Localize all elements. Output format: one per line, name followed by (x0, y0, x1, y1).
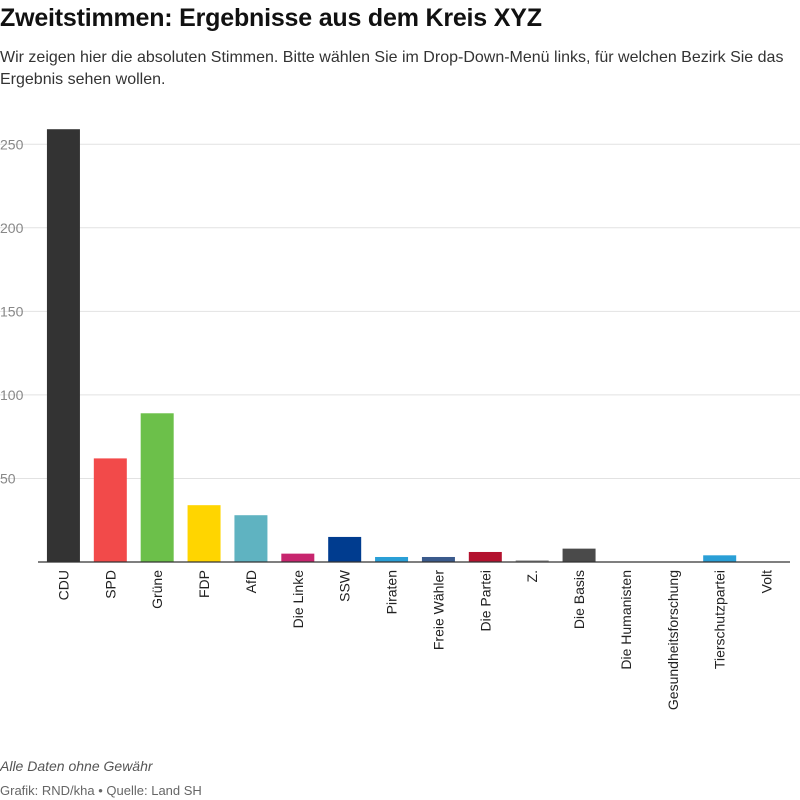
bar-ssw (328, 536, 362, 562)
x-category-label: Z. (524, 570, 540, 582)
chart-title: Zweitstimmen: Ergebnisse aus dem Kreis X… (0, 4, 542, 32)
x-category-label: Piraten (384, 570, 400, 614)
y-tick-label: 200 (0, 220, 24, 236)
bar-die-basis (562, 548, 596, 562)
x-category-label: SPD (102, 570, 118, 599)
bar-spd (93, 458, 127, 562)
bar-fdp (187, 505, 221, 562)
y-tick-label: 50 (0, 470, 16, 486)
x-category-label: AfD (243, 570, 259, 593)
bar-die-linke (281, 553, 315, 562)
chart-subtitle: Wir zeigen hier die absoluten Stimmen. B… (0, 49, 784, 88)
x-category-label: Freie Wähler (430, 570, 446, 650)
x-category-label: Volt (759, 570, 775, 593)
x-category-label: Gesundheitsforschung (665, 570, 681, 710)
bars (46, 129, 737, 562)
bar-afd (234, 515, 268, 562)
x-axis-labels: CDU SPD Grüne FDP AfD Die Linke SSW Piraten Frei… (55, 569, 774, 710)
disclaimer-note: Alle Daten ohne Gewähr (0, 758, 153, 774)
x-category-label: Tierschutzpartei (712, 570, 728, 669)
source-credits: Grafik: RND/kha • Quelle: Land SH (0, 783, 202, 798)
bar-tierschutzpartei (703, 555, 737, 562)
y-tick-label: 100 (0, 387, 24, 403)
x-category-label: FDP (196, 570, 212, 598)
x-category-label: SSW (337, 569, 353, 602)
bar-grüne (140, 413, 174, 562)
y-tick-label: 250 (0, 136, 24, 152)
x-category-label: Die Linke (290, 570, 306, 629)
gridlines (0, 143, 800, 479)
y-tick-label: 150 (0, 303, 24, 319)
y-axis-ticks: 50 100 150 200 250 (0, 136, 24, 486)
x-category-label: Die Humanisten (618, 570, 634, 670)
bar-chart: 50 100 150 200 250 CDU SPD Grüne FDP AfD Die Link… (0, 129, 800, 710)
bar-die-partei (468, 551, 502, 562)
bar-freie-wähler (421, 556, 455, 562)
x-category-label: Die Partei (477, 570, 493, 631)
bar-piraten (375, 556, 409, 562)
x-category-label: Die Basis (571, 570, 587, 629)
bar-z- (515, 560, 549, 562)
x-category-label: CDU (55, 570, 71, 600)
x-category-label: Grüne (149, 570, 165, 609)
bar-cdu (46, 129, 80, 562)
